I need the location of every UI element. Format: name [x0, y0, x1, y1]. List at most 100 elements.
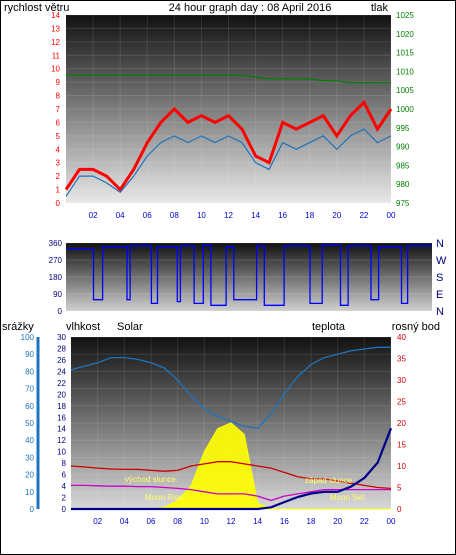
- direction-tick-label: 270: [49, 256, 63, 265]
- solar-tick-label: 16: [57, 413, 66, 422]
- temperature-tick-label: 25: [397, 398, 406, 407]
- time-tick-label: 16: [278, 211, 287, 220]
- time-tick-label: 06: [143, 211, 152, 220]
- temperature-tick-label: 15: [397, 441, 406, 450]
- wind-speed-axis-label: rychlost větru: [4, 2, 69, 14]
- series-line-2: [66, 74, 391, 84]
- wind-speed-tick-label: 5: [56, 132, 61, 141]
- solar-tick-label: 14: [57, 425, 66, 434]
- pressure-tick-label: 995: [396, 124, 410, 133]
- time-tick-label: 10: [200, 517, 209, 526]
- time-tick-label: 02: [89, 211, 98, 220]
- annotation-label: Moon Set: [330, 493, 365, 502]
- solar-tick-label: 8: [62, 459, 67, 468]
- pressure-tick-label: 1020: [396, 30, 414, 39]
- time-tick-label: 06: [147, 517, 156, 526]
- rain-tick-label: 90: [25, 350, 34, 359]
- time-tick-label: 08: [170, 211, 179, 220]
- wind-speed-tick-label: 9: [56, 78, 61, 87]
- solar-tick-label: 20: [57, 390, 66, 399]
- time-tick-label: 00: [387, 517, 396, 526]
- wind-speed-tick-label: 0: [56, 199, 61, 208]
- compass-label: W: [436, 255, 447, 267]
- annotation-label: západ slunce: [305, 476, 353, 485]
- time-tick-label: 14: [251, 211, 260, 220]
- time-tick-label: 16: [280, 517, 289, 526]
- solar-axis-label: Solar: [117, 321, 143, 333]
- pressure-tick-label: 1025: [396, 11, 414, 20]
- rain-tick-label: 50: [25, 419, 34, 428]
- solar-tick-label: 22: [57, 379, 66, 388]
- series-line-0: [70, 346, 391, 429]
- wind-speed-tick-label: 8: [56, 92, 61, 101]
- solar-tick-label: 30: [57, 333, 66, 342]
- solar-tick-label: 10: [57, 448, 66, 457]
- direction-line: [66, 244, 432, 306]
- series-line-4: [71, 427, 393, 511]
- pressure-ticks: 975 980 985 990 995 1000 1005 1010 1015 1020 1025: [396, 11, 414, 208]
- wind-speed-tick-label: 6: [56, 118, 61, 127]
- rain-tick-label: 60: [25, 402, 34, 411]
- solar-tick-label: 12: [57, 436, 66, 445]
- pressure-tick-label: 1015: [396, 49, 414, 58]
- compass-label: N: [436, 238, 444, 250]
- compass-label: N: [436, 306, 444, 318]
- time-tick-label: 12: [224, 211, 233, 220]
- time-tick-label: 20: [332, 211, 341, 220]
- temperature-tick-label: 5: [397, 484, 402, 493]
- rain-tick-label: 80: [25, 367, 34, 376]
- rain-tick-label: 70: [25, 385, 34, 394]
- solar-tick-label: 26: [57, 356, 66, 365]
- solar-tick-label: 18: [57, 402, 66, 411]
- rain-tick-label: 0: [30, 505, 35, 514]
- time-tick-label: 18: [305, 211, 314, 220]
- wind-speed-tick-label: 12: [51, 38, 60, 47]
- dewpoint-axis-label: rosný bod: [392, 321, 440, 333]
- time-tick-label: 04: [120, 517, 129, 526]
- wind-speed-tick-label: 14: [51, 11, 60, 20]
- solar-tick-label: 28: [57, 344, 66, 353]
- compass-label: E: [436, 289, 443, 301]
- rain-tick-label: 40: [25, 436, 34, 445]
- time-tick-label: 22: [360, 517, 369, 526]
- time-tick-label: 18: [307, 517, 316, 526]
- solar-tick-label: 6: [62, 471, 67, 480]
- pressure-tick-label: 990: [396, 143, 410, 152]
- temperature-axis-label: teplota: [312, 321, 346, 333]
- rain-tick-label: 100: [21, 333, 35, 342]
- annotation-label: Moon Rise: [145, 493, 184, 502]
- pressure-tick-label: 1005: [396, 86, 414, 95]
- pressure-tick-label: 975: [396, 199, 410, 208]
- chart-title: 24 hour graph day : 08 April 2016: [169, 2, 332, 14]
- time-tick-label: 20: [333, 517, 342, 526]
- solar-tick-label: 24: [57, 367, 66, 376]
- direction-tick-label: 0: [58, 307, 63, 316]
- wind-speed-tick-label: 1: [56, 186, 61, 195]
- wind-speed-tick-label: 7: [56, 105, 61, 114]
- time-tick-label: 04: [116, 211, 125, 220]
- annotation-label: východ slunce: [125, 475, 176, 484]
- rain-axis-label: srážky: [2, 321, 34, 333]
- series-line-2: [70, 461, 392, 490]
- time-tick-label: 02: [93, 517, 102, 526]
- temperature-tick-label: 35: [397, 355, 406, 364]
- wind-speed-tick-label: 13: [51, 24, 60, 33]
- wind-direction-ticks: 0 90 180 270 360: [49, 239, 63, 316]
- time-tick-label: 14: [253, 517, 262, 526]
- climate-ticks: 0 10 20 30 40 50 60 70 80 90 100 0 24 6 8 10 12 14 16 18 20 2…: [21, 333, 407, 514]
- wind-speed-tick-label: 4: [56, 145, 61, 154]
- pressure-tick-label: 1000: [396, 105, 414, 114]
- temperature-tick-label: 10: [397, 462, 406, 471]
- temperature-tick-label: 30: [397, 376, 406, 385]
- temperature-tick-label: 40: [397, 333, 406, 342]
- temperature-tick-label: 20: [397, 419, 406, 428]
- time-tick-label: 22: [359, 211, 368, 220]
- rain-tick-label: 30: [25, 453, 34, 462]
- wind-speed-tick-label: 10: [51, 65, 60, 74]
- solar-tick-label: 2: [62, 494, 67, 503]
- direction-tick-label: 360: [49, 239, 63, 248]
- solar-tick-label: 0: [62, 505, 67, 514]
- time-tick-label: 00: [387, 211, 396, 220]
- compass-label: S: [436, 272, 443, 284]
